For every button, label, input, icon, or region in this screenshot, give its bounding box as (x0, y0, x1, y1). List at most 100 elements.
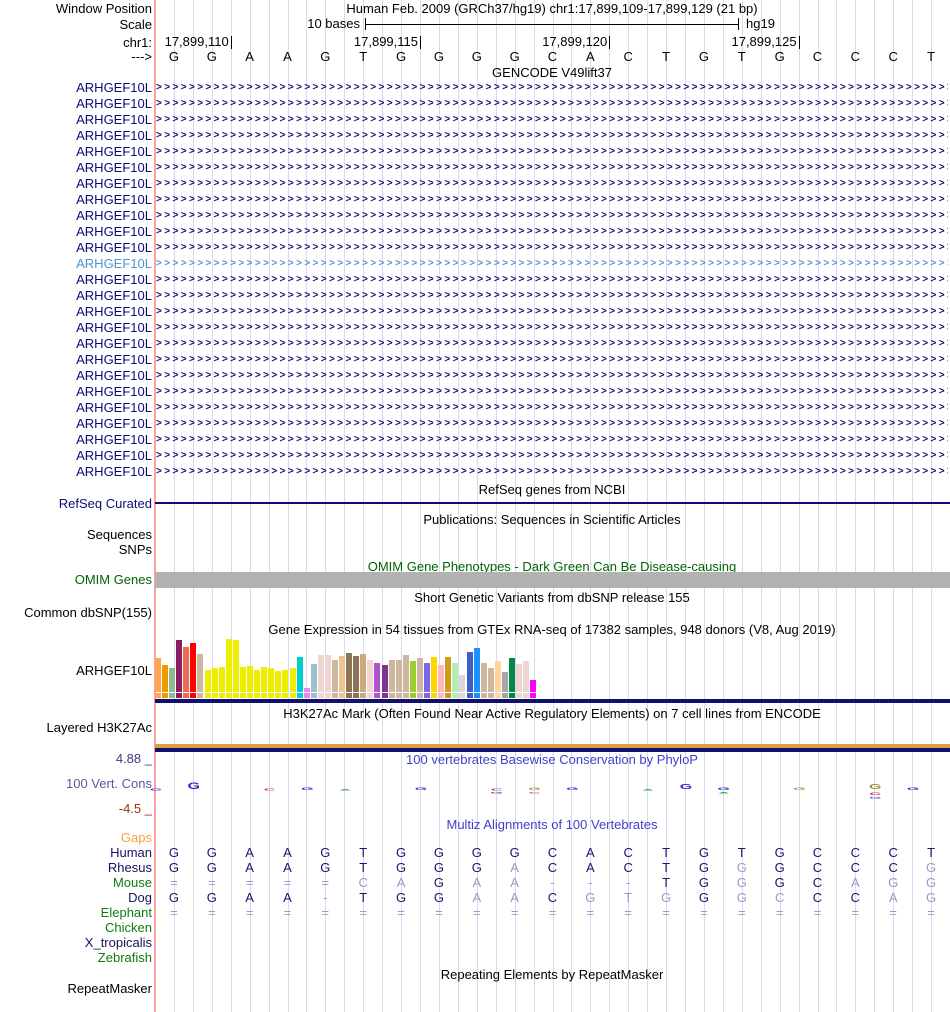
gene-row-label[interactable]: ARHGEF10L (76, 464, 152, 479)
gene-row-label[interactable]: ARHGEF10L (76, 320, 152, 335)
gtex-tissue-bar[interactable] (247, 666, 254, 692)
species-label-dog[interactable]: Dog (128, 890, 152, 905)
gene-row-label[interactable]: ARHGEF10L (76, 96, 152, 111)
gene-transcript-arrows[interactable]: >>>>>>>>>>>>>>>>>>>>>>>>>>>>>>>>>>>>>>>>… (156, 274, 948, 285)
gene-row-label[interactable]: ARHGEF10L (76, 336, 152, 351)
gene-transcript-arrows[interactable]: >>>>>>>>>>>>>>>>>>>>>>>>>>>>>>>>>>>>>>>>… (156, 114, 948, 125)
gene-transcript-arrows[interactable]: >>>>>>>>>>>>>>>>>>>>>>>>>>>>>>>>>>>>>>>>… (156, 194, 948, 205)
gtex-tissue-bar[interactable] (402, 655, 409, 692)
species-label-zebrafish[interactable]: Zebrafish (97, 950, 152, 965)
gtex-tissue-bar[interactable] (289, 668, 296, 692)
track-label-common-dbsnp[interactable]: Common dbSNP(155) (24, 605, 152, 620)
gtex-tissue-bar[interactable] (190, 643, 197, 692)
gene-transcript-arrows[interactable]: >>>>>>>>>>>>>>>>>>>>>>>>>>>>>>>>>>>>>>>>… (156, 162, 948, 173)
gene-row-label[interactable]: ARHGEF10L (76, 128, 152, 143)
gtex-tissue-bar[interactable] (494, 661, 501, 692)
gtex-tissue-bar[interactable] (317, 655, 324, 692)
gene-transcript-arrows[interactable]: >>>>>>>>>>>>>>>>>>>>>>>>>>>>>>>>>>>>>>>>… (156, 306, 948, 317)
species-label-elephant[interactable]: Elephant (100, 905, 152, 920)
gene-row-label[interactable]: ARHGEF10L (76, 416, 152, 431)
gtex-tissue-bar[interactable] (218, 667, 225, 692)
gtex-tissue-bar[interactable] (459, 675, 466, 692)
track-label-sequences[interactable]: Sequences (86, 527, 152, 542)
gtex-tissue-bar[interactable] (466, 652, 473, 692)
gene-row-label[interactable]: ARHGEF10L (76, 112, 152, 127)
track-label-gtex-gene[interactable]: ARHGEF10L (76, 663, 152, 678)
gtex-tissue-bar[interactable] (239, 667, 246, 692)
track-label-repeatmasker[interactable]: RepeatMasker (67, 981, 152, 996)
gene-row-label[interactable]: ARHGEF10L (76, 304, 152, 319)
gene-transcript-arrows[interactable]: >>>>>>>>>>>>>>>>>>>>>>>>>>>>>>>>>>>>>>>>… (156, 418, 948, 429)
gene-row-label[interactable]: ARHGEF10L (76, 240, 152, 255)
gene-row-label[interactable]: ARHGEF10L (76, 224, 152, 239)
gene-row-label[interactable]: ARHGEF10L (76, 272, 152, 287)
gtex-tissue-bar[interactable] (523, 661, 530, 692)
gtex-tissue-bar[interactable] (296, 657, 303, 692)
gtex-tissue-bar[interactable] (225, 639, 232, 692)
gene-row-label[interactable]: ARHGEF10L (76, 176, 152, 191)
gtex-tissue-bar[interactable] (516, 664, 523, 692)
gtex-tissue-bar[interactable] (409, 661, 416, 692)
gtex-tissue-bar[interactable] (353, 656, 360, 692)
gene-row-label[interactable]: ARHGEF10L (76, 160, 152, 175)
gene-transcript-arrows[interactable]: >>>>>>>>>>>>>>>>>>>>>>>>>>>>>>>>>>>>>>>>… (156, 82, 948, 93)
gene-row-label[interactable]: ARHGEF10L (76, 192, 152, 207)
gtex-tissue-bar[interactable] (339, 656, 346, 692)
gtex-tissue-bar[interactable] (438, 665, 445, 692)
gtex-tissue-bar[interactable] (232, 640, 239, 692)
gene-transcript-arrows[interactable]: >>>>>>>>>>>>>>>>>>>>>>>>>>>>>>>>>>>>>>>>… (156, 242, 948, 253)
species-label-human[interactable]: Human (110, 845, 152, 860)
gtex-tissue-bar[interactable] (360, 654, 367, 692)
gtex-tissue-bar[interactable] (416, 658, 423, 692)
gene-row-label[interactable]: ARHGEF10L (76, 384, 152, 399)
gtex-tissue-bar[interactable] (473, 648, 480, 692)
gene-transcript-arrows[interactable]: >>>>>>>>>>>>>>>>>>>>>>>>>>>>>>>>>>>>>>>>… (156, 434, 948, 445)
gene-row-label[interactable]: ARHGEF10L (76, 256, 152, 271)
gtex-tissue-bar[interactable] (367, 660, 374, 692)
gene-transcript-arrows[interactable]: >>>>>>>>>>>>>>>>>>>>>>>>>>>>>>>>>>>>>>>>… (156, 226, 948, 237)
species-label-mouse[interactable]: Mouse (112, 875, 152, 890)
gtex-tissue-bar[interactable] (204, 670, 211, 692)
gene-transcript-arrows[interactable]: >>>>>>>>>>>>>>>>>>>>>>>>>>>>>>>>>>>>>>>>… (156, 290, 948, 301)
gene-transcript-arrows[interactable]: >>>>>>>>>>>>>>>>>>>>>>>>>>>>>>>>>>>>>>>>… (156, 402, 948, 413)
gtex-tissue-bar[interactable] (487, 668, 494, 692)
gene-transcript-arrows[interactable]: >>>>>>>>>>>>>>>>>>>>>>>>>>>>>>>>>>>>>>>>… (156, 466, 948, 477)
track-label-h3k27ac[interactable]: Layered H3K27Ac (46, 720, 152, 735)
gtex-tissue-bar[interactable] (176, 640, 183, 692)
gtex-tissue-bar[interactable] (310, 664, 317, 692)
gtex-tissue-bar[interactable] (211, 668, 218, 692)
track-label-omim-genes[interactable]: OMIM Genes (74, 572, 152, 587)
gtex-tissue-bar[interactable] (162, 665, 169, 692)
gtex-tissue-bar[interactable] (197, 654, 204, 692)
gene-transcript-arrows[interactable]: >>>>>>>>>>>>>>>>>>>>>>>>>>>>>>>>>>>>>>>>… (156, 450, 948, 461)
gene-row-label[interactable]: ARHGEF10L (76, 448, 152, 463)
species-label-chicken[interactable]: Chicken (105, 920, 152, 935)
gtex-tissue-bar[interactable] (282, 670, 289, 692)
gene-transcript-arrows[interactable]: >>>>>>>>>>>>>>>>>>>>>>>>>>>>>>>>>>>>>>>>… (156, 338, 948, 349)
gene-transcript-arrows[interactable]: >>>>>>>>>>>>>>>>>>>>>>>>>>>>>>>>>>>>>>>>… (156, 178, 948, 189)
gtex-tissue-bar[interactable] (261, 667, 268, 692)
gene-transcript-arrows[interactable]: >>>>>>>>>>>>>>>>>>>>>>>>>>>>>>>>>>>>>>>>… (156, 146, 948, 157)
gene-row-label[interactable]: ARHGEF10L (76, 352, 152, 367)
gene-row-label[interactable]: ARHGEF10L (76, 144, 152, 159)
species-label-gaps[interactable]: Gaps (120, 830, 152, 845)
gtex-tissue-bar[interactable] (445, 657, 452, 692)
gtex-tissue-bar[interactable] (501, 672, 508, 692)
gtex-tissue-bar[interactable] (303, 688, 310, 692)
gene-transcript-arrows[interactable]: >>>>>>>>>>>>>>>>>>>>>>>>>>>>>>>>>>>>>>>>… (156, 322, 948, 333)
gene-row-label[interactable]: ARHGEF10L (76, 432, 152, 447)
gtex-tissue-bar[interactable] (268, 668, 275, 692)
refseq-gene-line[interactable] (155, 502, 950, 504)
gene-transcript-arrows[interactable]: >>>>>>>>>>>>>>>>>>>>>>>>>>>>>>>>>>>>>>>>… (156, 354, 948, 365)
gtex-tissue-bar[interactable] (424, 663, 431, 692)
gene-row-label[interactable]: ARHGEF10L (76, 208, 152, 223)
gtex-tissue-bar[interactable] (275, 671, 282, 692)
gtex-tissue-bar[interactable] (388, 660, 395, 692)
gtex-tissue-bar[interactable] (374, 663, 381, 692)
gene-row-label[interactable]: ARHGEF10L (76, 288, 152, 303)
gtex-tissue-bar[interactable] (332, 660, 338, 692)
track-label-snps[interactable]: SNPs (118, 542, 152, 557)
gene-row-label[interactable]: ARHGEF10L (76, 368, 152, 383)
gene-transcript-arrows[interactable]: >>>>>>>>>>>>>>>>>>>>>>>>>>>>>>>>>>>>>>>>… (156, 386, 948, 397)
gene-transcript-arrows[interactable]: >>>>>>>>>>>>>>>>>>>>>>>>>>>>>>>>>>>>>>>>… (156, 98, 948, 109)
